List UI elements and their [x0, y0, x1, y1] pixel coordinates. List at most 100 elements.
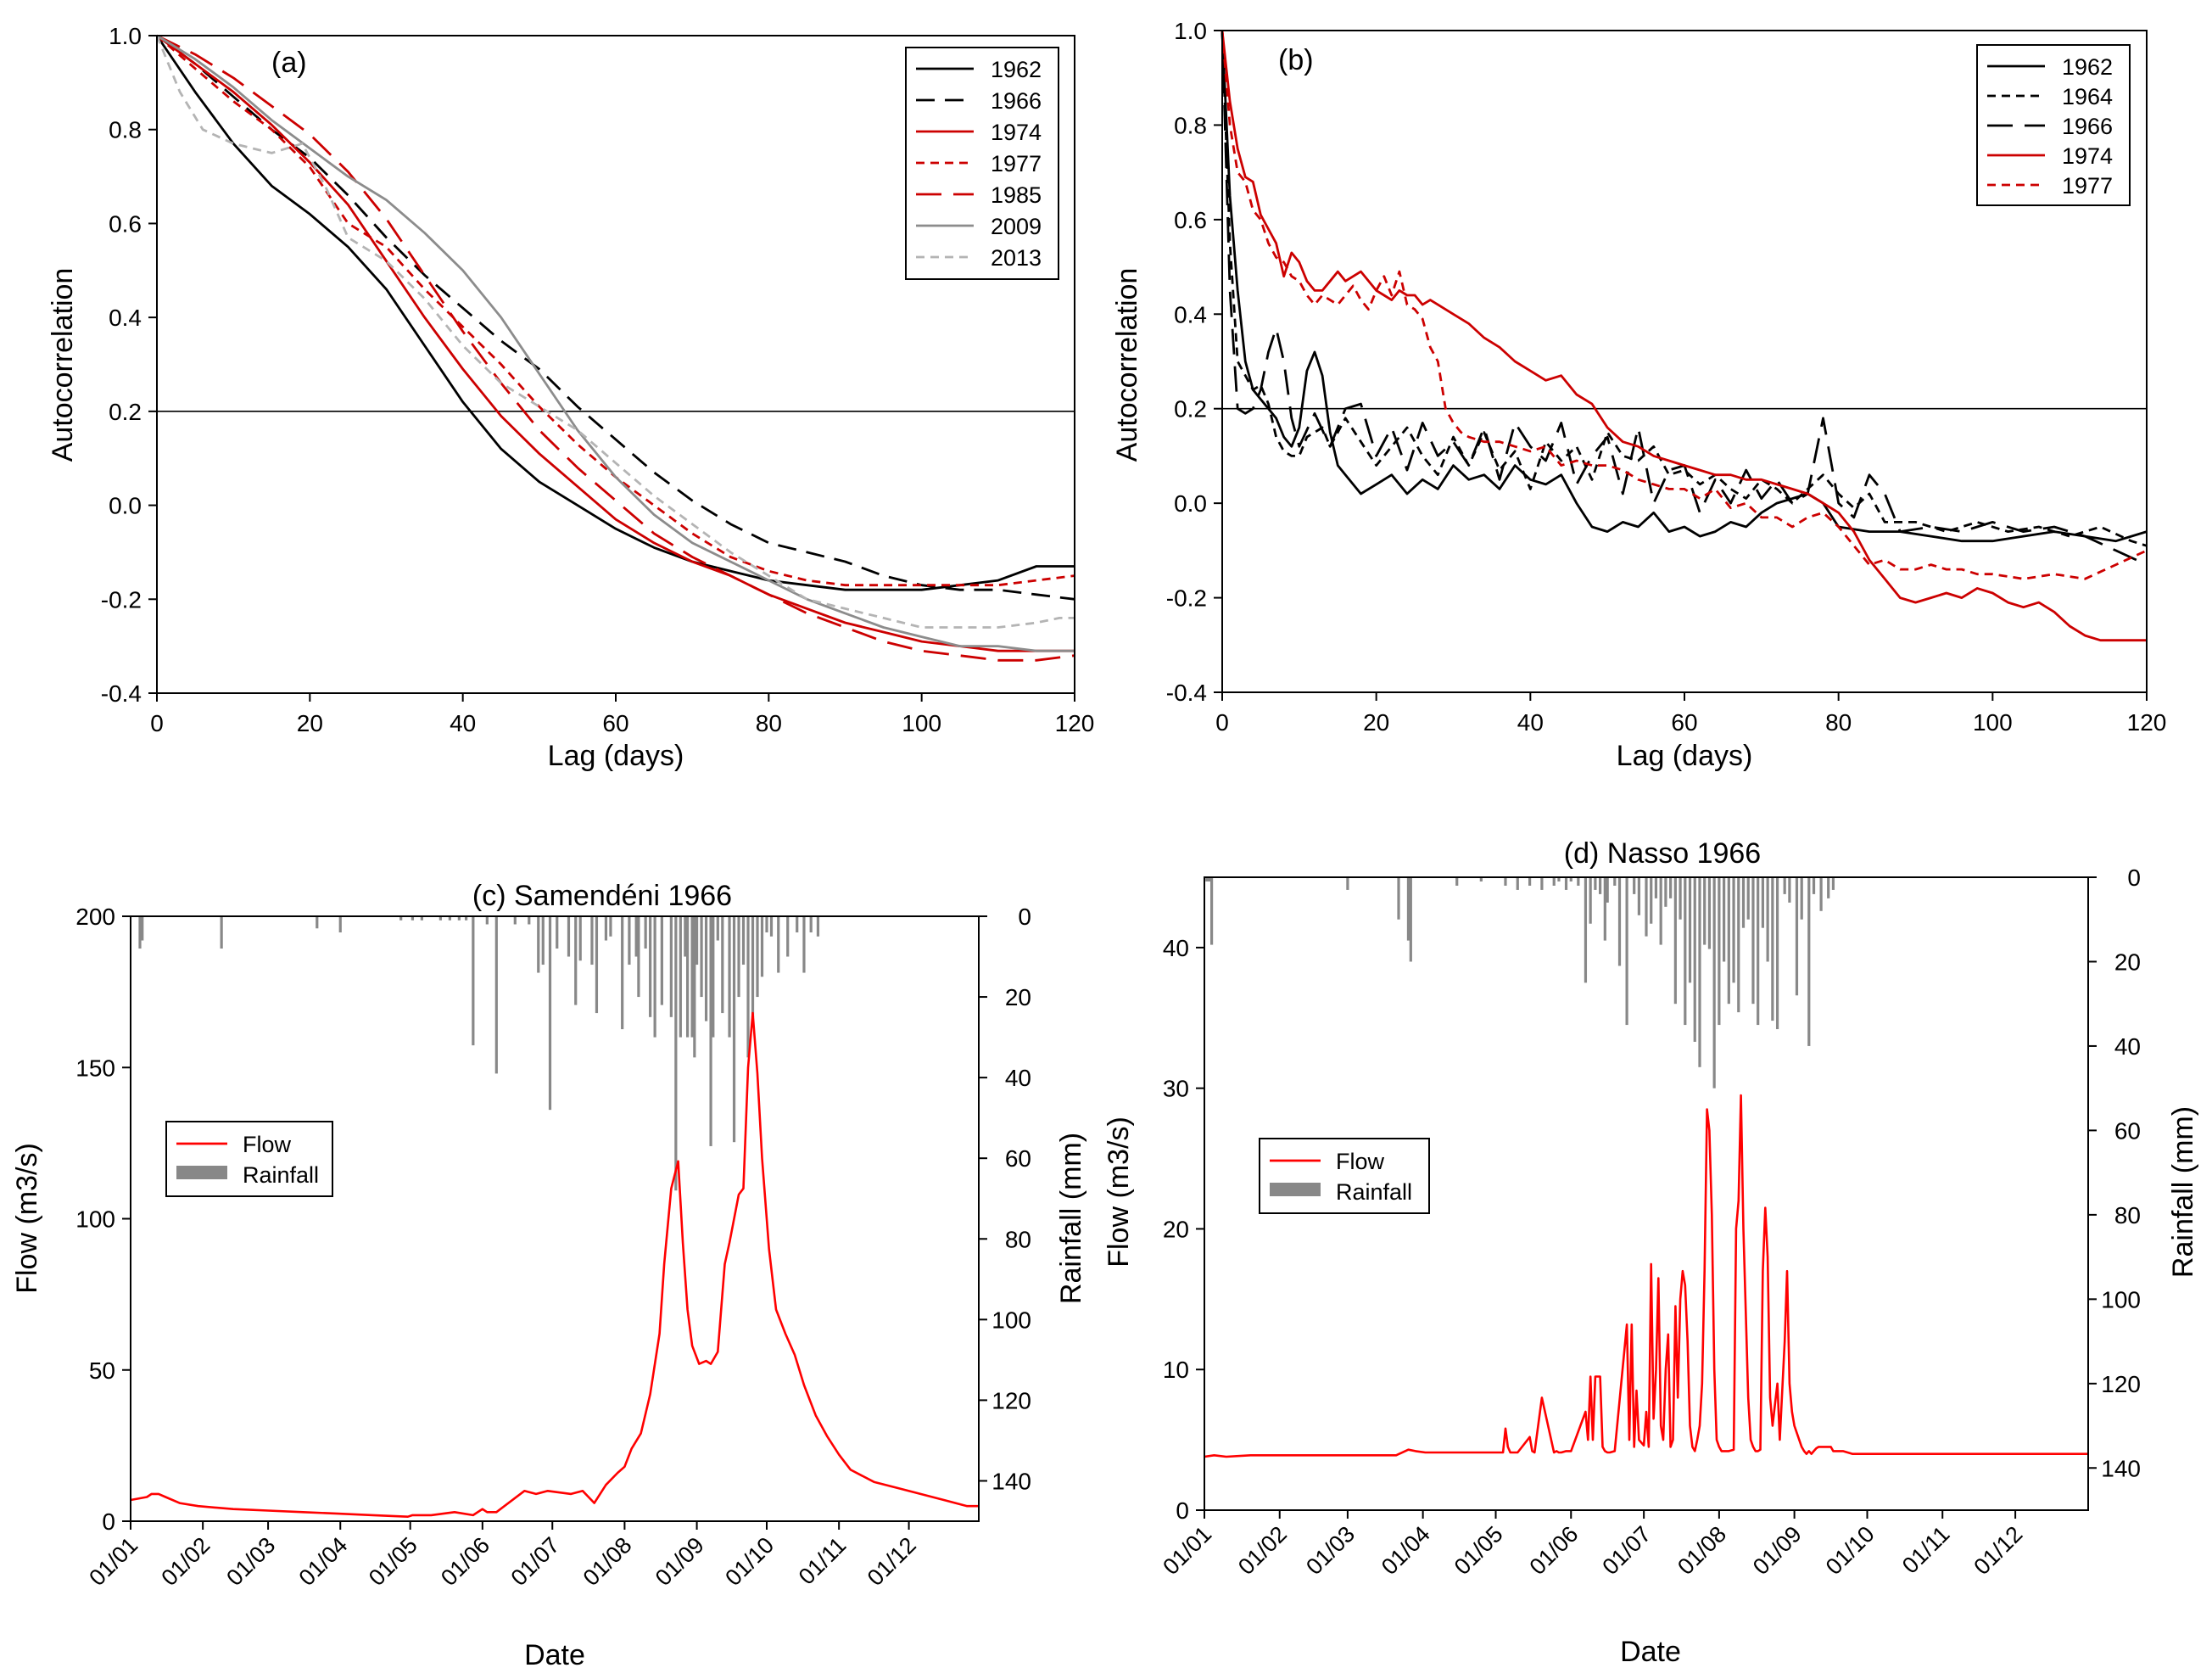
rainfall-bar: [660, 916, 663, 1005]
x-tick-label: 60: [1671, 709, 1697, 736]
y-tick-label: 10: [1163, 1357, 1189, 1383]
y2-tick-label: 60: [2114, 1117, 2141, 1144]
y2-tick-label: 140: [2101, 1455, 2141, 1481]
rainfall-bar: [712, 916, 715, 1038]
rainfall-bar: [1540, 877, 1544, 890]
y2-axis-label: Rainfall (mm): [1055, 1133, 1087, 1304]
rainfall-bar: [644, 916, 647, 949]
rainfall-bar: [1455, 877, 1459, 886]
rainfall-bar: [1617, 877, 1622, 966]
x-tick-label: 20: [1363, 709, 1389, 736]
legend-box: [1259, 1138, 1430, 1214]
rainfall-bar: [1664, 877, 1667, 907]
rainfall-bar: [716, 916, 719, 941]
rainfall-bar: [1589, 877, 1592, 924]
rainfall-bar: [578, 916, 582, 961]
rainfall-bar: [685, 916, 690, 1038]
rainfall-bar: [695, 916, 699, 965]
y-tick-label: 0.6: [1174, 207, 1207, 233]
x-tick-label: 01/02: [1233, 1521, 1292, 1580]
rainfall-bar: [809, 916, 813, 933]
rainfall-bar: [1599, 877, 1602, 894]
rainfall-bar: [1654, 877, 1658, 898]
y-tick-label: 100: [75, 1206, 115, 1233]
rainfall-bar: [1205, 877, 1209, 881]
flow-line: [130, 1011, 979, 1518]
rainfall-bar: [513, 916, 517, 925]
legend: 1962 1966 1974 1977 1985 2009 2013: [905, 47, 1059, 280]
rainfall-bar: [1633, 877, 1636, 894]
rainfall-bar: [411, 916, 415, 921]
y-tick-label: 200: [75, 904, 115, 930]
rainfall-bar: [1746, 877, 1750, 920]
x-tick-label: 01/10: [1821, 1521, 1880, 1580]
rainfall-bar: [1688, 877, 1692, 983]
rainfall-bar: [1679, 877, 1682, 920]
y-tick-label: 0.8: [1174, 112, 1207, 138]
rainfall-bar: [465, 916, 468, 921]
legend-label: 2013: [991, 245, 1042, 271]
legend-label: Rainfall: [243, 1162, 319, 1188]
rainfall-bar: [1812, 877, 1816, 894]
rainfall-bar: [1827, 877, 1830, 898]
panel-c-chart: 01/01 01/02 01/03 01/04 01/05 01/06 01/07 01/08…: [11, 880, 1087, 1671]
chart-title: (d) Nasso 1966: [1564, 837, 1761, 870]
rainfall-bar: [1594, 877, 1597, 890]
x-tick-label: 120: [1055, 710, 1095, 736]
rainfall-bar: [1209, 877, 1214, 945]
x-tick-label: 01/06: [1525, 1521, 1584, 1580]
x-tick-label: 01/01: [1158, 1521, 1216, 1580]
rainfall-bar: [816, 916, 820, 937]
rainfall-bar: [220, 916, 223, 949]
y2-tick-label: 40: [1005, 1065, 1031, 1091]
x-tick-label: 0: [1215, 709, 1229, 736]
rainfall-bar: [1771, 877, 1774, 1021]
rainfall-bar: [1577, 877, 1580, 886]
rainfall-bar: [1831, 877, 1835, 890]
x-tick-label: 01/10: [720, 1532, 779, 1591]
y2-tick-label: 20: [1005, 984, 1031, 1010]
x-tick-label: 01/11: [794, 1532, 852, 1590]
rainfall-bar: [1693, 877, 1696, 1042]
y-tick-label: 150: [75, 1055, 115, 1081]
rainfall-bar: [1613, 877, 1617, 886]
legend-label: 1977: [991, 151, 1042, 176]
rainfall-bar: [679, 916, 682, 1038]
rainfall-bar: [1645, 877, 1648, 937]
rainfall-bar: [537, 916, 540, 973]
y2-axis-label: Rainfall (mm): [2167, 1106, 2199, 1278]
rainfall-bar: [1761, 877, 1765, 928]
rainfall-bar: [595, 916, 599, 1014]
legend-swatch-rainfall: [176, 1166, 227, 1179]
x-tick-label: 01/12: [863, 1532, 921, 1591]
x-tick-label: 40: [1517, 709, 1544, 736]
y-tick-label: 0.0: [109, 493, 142, 519]
y-tick-label: 0.0: [1174, 490, 1207, 517]
y2-tick-label: 80: [2114, 1202, 2141, 1228]
rainfall-bar: [1718, 877, 1721, 1026]
rainfall-bar: [1673, 877, 1677, 1005]
legend: Flow Rainfall: [165, 1121, 333, 1197]
rainfall-bar: [1606, 877, 1609, 903]
rainfall-bar: [1783, 877, 1786, 894]
rainfall-bar: [448, 916, 451, 921]
y-tick-label: 0.2: [1174, 396, 1207, 423]
rainfall-bar: [1625, 877, 1628, 1026]
x-axis-label: Date: [524, 1639, 585, 1671]
rainfall-bar: [556, 916, 559, 949]
y-axis-label: Flow (m3/s): [11, 1143, 43, 1294]
panel-a-chart: 0 20 40 60 80 100 120 -0.4 -0.2 0.0 0.2 0.4 0.6 0.8 1…: [47, 23, 1094, 772]
rainfall-bar: [1397, 877, 1400, 920]
x-axis-label: Date: [1620, 1636, 1681, 1668]
rainfall-bar: [1409, 877, 1412, 962]
legend-label: Rainfall: [1336, 1179, 1412, 1205]
rainfall-bar: [138, 916, 142, 949]
rainfall-bar: [141, 916, 144, 941]
rainfall-bar: [634, 916, 638, 957]
series-1966-line: [1221, 30, 2148, 566]
y-tick-label: 40: [1163, 935, 1189, 961]
rainfall-bar: [796, 916, 799, 933]
y-tick-label: 0: [1176, 1497, 1189, 1524]
rainfall-bar: [1603, 877, 1606, 941]
rainfall-bar: [1819, 877, 1823, 911]
